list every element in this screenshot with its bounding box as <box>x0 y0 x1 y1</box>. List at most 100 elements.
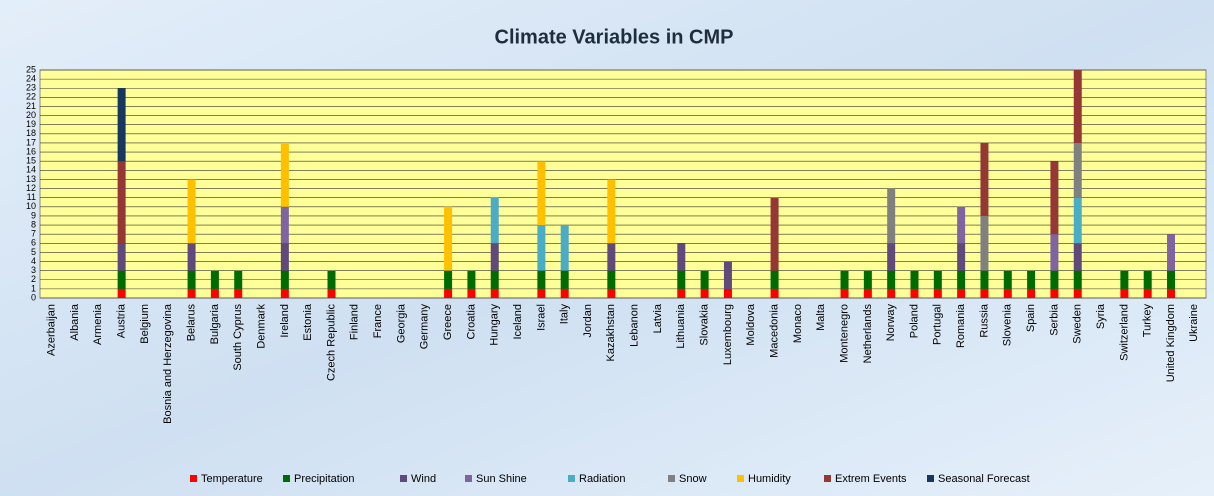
bar-segment <box>840 270 849 289</box>
y-tick-label: 18 <box>26 128 36 138</box>
bar-segment <box>117 88 126 162</box>
x-tick-label: Latvia <box>652 303 664 333</box>
bar-segment <box>280 142 289 207</box>
legend-label: Humidity <box>748 473 791 485</box>
x-tick-label: Slovenia <box>1002 303 1014 346</box>
x-tick-label: Malta <box>815 303 827 331</box>
legend-swatch <box>283 475 290 482</box>
x-tick-label: Poland <box>908 304 920 338</box>
y-tick-label: 0 <box>31 292 36 302</box>
bar-segment <box>560 270 569 289</box>
bar-segment <box>187 179 196 244</box>
x-tick-label: Lithuania <box>675 303 687 349</box>
bar-segment <box>1073 142 1082 198</box>
bar-segment <box>957 206 966 244</box>
x-tick-label: South Cyprus <box>232 304 244 371</box>
bar-segment <box>980 270 989 289</box>
x-tick-label: Denmark <box>255 304 267 349</box>
x-tick-label: Romania <box>955 303 967 348</box>
bar-segment <box>863 288 872 298</box>
bar-segment <box>1143 270 1152 289</box>
bar-segment <box>887 243 896 271</box>
bar-segment <box>187 270 196 289</box>
legend-label: Extrem Events <box>835 473 907 485</box>
x-tick-label: Spain <box>1025 304 1037 332</box>
bar-segment <box>607 179 616 244</box>
x-tick-label: Monaco <box>792 304 804 343</box>
bar-segment <box>187 243 196 271</box>
y-tick-label: 11 <box>27 192 36 202</box>
bar-segment <box>863 270 872 289</box>
bar-segment <box>444 270 453 289</box>
bar-segment <box>770 197 779 271</box>
bar-segment <box>327 270 336 289</box>
bar-segment <box>980 288 989 298</box>
y-tick-label: 6 <box>31 238 36 248</box>
y-tick-label: 25 <box>26 64 36 74</box>
y-tick-label: 10 <box>26 201 36 211</box>
y-tick-label: 24 <box>26 73 36 83</box>
x-tick-label: Portugal <box>932 304 944 345</box>
bar-segment <box>327 288 336 298</box>
x-tick-label: Sweden <box>1072 304 1084 344</box>
bar-segment <box>210 270 219 289</box>
x-tick-label: Austria <box>116 303 128 338</box>
bar-segment <box>117 161 126 244</box>
bar-segment <box>910 270 919 289</box>
plot-area <box>39 69 1207 299</box>
legend-label: Temperature <box>201 473 263 485</box>
x-tick-label: Belarus <box>185 304 197 342</box>
x-tick-label: Greece <box>442 304 454 340</box>
x-tick-label: Jordan <box>582 304 594 338</box>
x-tick-label: Germany <box>419 304 431 350</box>
bar-segment <box>677 288 686 298</box>
bar-segment <box>887 188 896 244</box>
y-tick-label: 5 <box>31 247 36 257</box>
bar-segment <box>1167 288 1176 298</box>
bar-segment <box>1167 234 1176 271</box>
bar-segment <box>537 270 546 289</box>
x-tick-label: Slovakia <box>699 303 711 345</box>
x-tick-label: Belgium <box>139 304 151 344</box>
x-tick-label: Norway <box>885 304 897 342</box>
bar-segment <box>1050 288 1059 298</box>
bar-segment <box>537 225 546 271</box>
bar-segment <box>700 288 709 298</box>
bar-segment <box>490 270 499 289</box>
bar-segment <box>280 206 289 244</box>
bar-segment <box>677 270 686 289</box>
x-tick-label: Russia <box>978 303 990 338</box>
legend-swatch <box>668 475 675 482</box>
x-tick-label: Azerbaijan <box>46 304 58 356</box>
legend-label: Sun Shine <box>476 473 527 485</box>
y-tick-label: 14 <box>26 165 36 175</box>
y-tick-label: 20 <box>26 110 36 120</box>
x-tick-label: Syria <box>1095 303 1107 329</box>
bar-segment <box>957 288 966 298</box>
bar-segment <box>1073 70 1082 143</box>
x-tick-label: United Kingdom <box>1165 304 1177 382</box>
bar-segment <box>560 288 569 298</box>
bar-segment <box>187 288 196 298</box>
bar-segment <box>957 243 966 271</box>
x-tick-label: Serbia <box>1048 303 1060 336</box>
y-tick-label: 22 <box>26 92 36 102</box>
x-tick-label: Hungary <box>489 304 501 346</box>
y-tick-label: 4 <box>31 256 36 266</box>
y-tick-label: 1 <box>31 283 36 293</box>
bar-segment <box>840 288 849 298</box>
x-tick-label: Netherlands <box>862 304 874 364</box>
bar-segment <box>280 288 289 298</box>
x-tick-label: Italy <box>559 304 571 325</box>
bar-segment <box>1073 270 1082 289</box>
x-tick-label: Albania <box>69 303 81 341</box>
bar-segment <box>280 270 289 289</box>
x-tick-label: Bosnia and Herzegovina <box>162 303 174 424</box>
bar-segment <box>444 288 453 298</box>
bar-segment <box>234 270 243 289</box>
legend-swatch <box>927 475 934 482</box>
bar-segment <box>1167 270 1176 289</box>
bar-segment <box>910 288 919 298</box>
x-tick-label: Czech Republic <box>325 304 337 382</box>
